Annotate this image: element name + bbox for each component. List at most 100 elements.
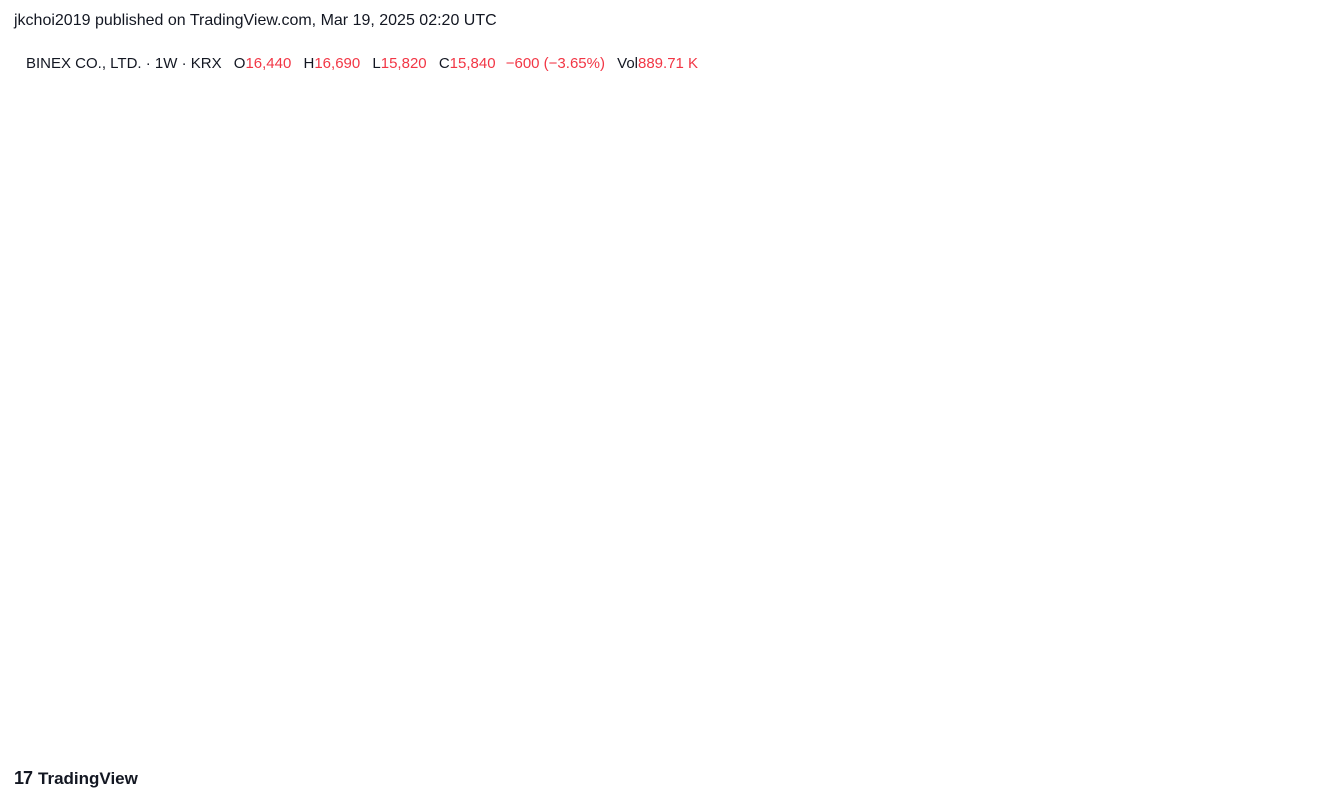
macd-histogram-bar [419,663,423,665]
time-axis-label: Sep [794,726,821,743]
volume-bar [427,546,436,550]
time-axis-label: 2024 [400,726,434,743]
candle-body [815,108,824,167]
candle-body [679,215,688,239]
macd-histogram-bar [42,662,46,663]
earnings-marker-icon [336,516,360,542]
volume-bar [490,547,499,550]
candle-body [480,372,488,375]
volume-bar [155,547,164,550]
high-label: H [303,55,315,72]
candle-body [543,314,551,321]
candle-body [103,318,111,323]
price-label-text: 15,798 [1244,219,1290,236]
candle-body [1151,139,1159,167]
macd-histogram-bar [1048,663,1052,670]
time-axis-label: May [24,726,53,743]
candle-body [50,325,59,336]
earnings-marker-label: E [50,522,59,538]
volume-bar [448,547,457,550]
macd-histogram-bar [797,654,800,663]
macd-histogram-bar [786,655,790,663]
macd-histogram-bar [912,656,916,663]
volume-bar [983,527,992,550]
earnings-marker-icon [514,516,538,542]
candle-body [511,314,520,332]
candle-body [1161,178,1170,202]
earnings-marker-label: E [196,522,205,538]
earnings-marker-icon [1216,516,1240,542]
price-chart[interactable]: EEEEEEEEE27,50025,00022,50020,00012,5001… [0,0,1341,760]
earnings-marker-icon [619,516,643,542]
macd-histogram-bar [430,663,434,664]
candle-body [186,339,195,348]
candle-body [668,232,677,253]
earnings-marker-label: E [1108,522,1117,538]
candle-body [606,211,614,241]
candle-body [1046,178,1054,216]
highlight-band [17,40,50,550]
candle-body [176,337,184,346]
macd-histogram-bar [975,661,978,663]
candle-body [197,335,205,348]
candle-body [773,141,782,198]
volume-bar [1014,530,1023,550]
candle-body [983,121,991,167]
candle-body [721,226,729,258]
macd-histogram-bar [954,659,958,663]
candle-body [71,308,80,321]
volume-bar [522,521,531,550]
volume-bar [81,546,90,550]
macd-histogram-bar [210,663,213,664]
candle-body [344,384,352,393]
volume-bar [406,547,415,550]
volume-bar [731,515,740,550]
macd-histogram-bar [95,662,98,663]
volume-bar [857,499,866,550]
volume-bar [1203,545,1212,550]
candle-body [218,333,226,354]
volume-bar [239,547,248,550]
macd-histogram-bar [1017,663,1020,667]
volume-bar [1192,544,1201,550]
volume-bar [742,521,751,550]
candle-body [564,283,572,330]
price-axis-tick: 12,500 [1242,286,1288,303]
macd-histogram-bar [556,660,559,663]
candle-body [323,378,331,391]
macd-histogram-bar [1059,663,1062,669]
volume-bar [1098,537,1107,550]
volume-bar [480,547,489,550]
macd-histogram-bar [126,662,130,663]
time-axis-label: Mar [1079,726,1105,743]
macd-histogram-bar [566,661,570,663]
candle-body [386,382,394,385]
volume-bar [228,546,237,550]
candle-body [1182,224,1191,231]
candle-body [1192,213,1201,233]
macd-histogram-bar [84,662,88,663]
macd-histogram-bar [1038,663,1041,669]
macd-label [1230,602,1290,625]
highlight-band [436,40,469,550]
volume-bar [595,508,604,550]
volume-bar [616,521,625,550]
volume-bar [19,546,27,550]
macd-histogram-bar [723,660,727,663]
candle-body [354,386,363,393]
macd-histogram-bar [870,656,874,663]
macd-histogram-bar [692,661,696,663]
earnings-marker-icon [1101,516,1125,542]
candle-body [40,337,48,354]
highlight-band [468,40,532,550]
footer-brand[interactable]: 17 TradingView [14,768,138,789]
candle-body [124,331,132,336]
candle-body [427,370,436,381]
volume-bar [438,546,447,550]
symbol-name[interactable]: BINEX CO., LTD. · 1W · KRX [26,55,222,72]
candle-body [1140,83,1149,138]
price-label [1230,212,1316,257]
candle-body [993,168,1002,185]
volume-bar [993,534,1002,550]
candle-body [847,73,855,97]
